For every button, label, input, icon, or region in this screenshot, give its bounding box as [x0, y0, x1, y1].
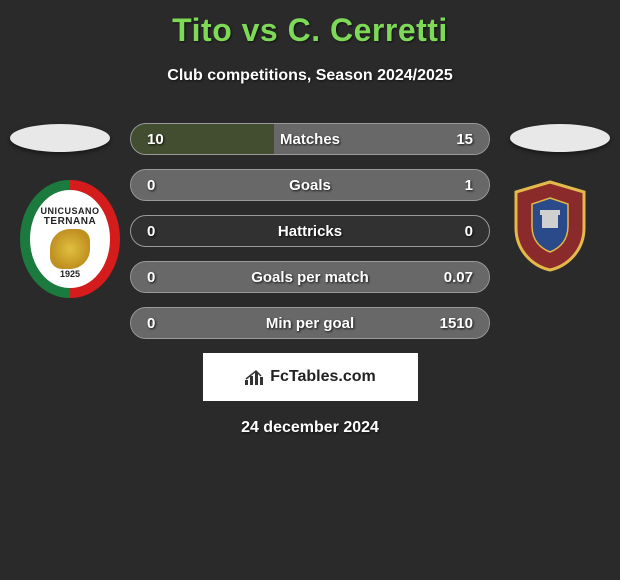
stat-row: 0 Goals per match 0.07: [130, 261, 490, 293]
stat-label: Hattricks: [278, 223, 342, 240]
player-avatar-left: [10, 124, 110, 152]
club-badge-left: UNICUSANO TERNANA 1925: [20, 180, 120, 300]
stat-label: Goals: [289, 177, 331, 194]
stat-label: Goals per match: [251, 269, 369, 286]
stat-value-right: 15: [456, 131, 473, 148]
comparison-card: Tito vs C. Cerretti Club competitions, S…: [0, 0, 620, 580]
stat-value-left: 0: [147, 269, 155, 286]
ternana-line1: UNICUSANO: [40, 206, 99, 216]
stat-row: 0 Hattricks 0: [130, 215, 490, 247]
ternana-emblem: [50, 229, 90, 269]
club-badge-right: [500, 180, 600, 280]
ternana-shield-outer: UNICUSANO TERNANA 1925: [20, 180, 120, 298]
brand-text: FcTables.com: [270, 368, 376, 386]
page-title: Tito vs C. Cerretti: [0, 0, 620, 49]
brand-box[interactable]: FcTables.com: [203, 353, 418, 401]
date-label: 24 december 2024: [0, 419, 620, 437]
stat-row: 0 Goals 1: [130, 169, 490, 201]
stat-value-left: 10: [147, 131, 164, 148]
chart-icon: [244, 368, 266, 386]
stat-value-left: 0: [147, 315, 155, 332]
stat-row: 10 Matches 15: [130, 123, 490, 155]
player-avatar-right: [510, 124, 610, 152]
ternana-line2: TERNANA: [44, 216, 96, 227]
stat-value-right: 0.07: [444, 269, 473, 286]
stat-value-right: 1: [465, 177, 473, 194]
stat-value-left: 0: [147, 177, 155, 194]
ternana-shield-inner: UNICUSANO TERNANA 1925: [30, 190, 110, 288]
ternana-year: 1925: [60, 269, 80, 279]
stat-label: Min per goal: [266, 315, 354, 332]
subtitle: Club competitions, Season 2024/2025: [0, 67, 620, 85]
stat-label: Matches: [280, 131, 340, 148]
stat-value-left: 0: [147, 223, 155, 240]
stat-value-right: 1510: [440, 315, 473, 332]
stat-value-right: 0: [465, 223, 473, 240]
stats-list: 10Matches150Goals10Hattricks00Goals per …: [130, 123, 490, 339]
pontedera-shield: [510, 180, 590, 272]
stat-row: 0 Min per goal 1510: [130, 307, 490, 339]
